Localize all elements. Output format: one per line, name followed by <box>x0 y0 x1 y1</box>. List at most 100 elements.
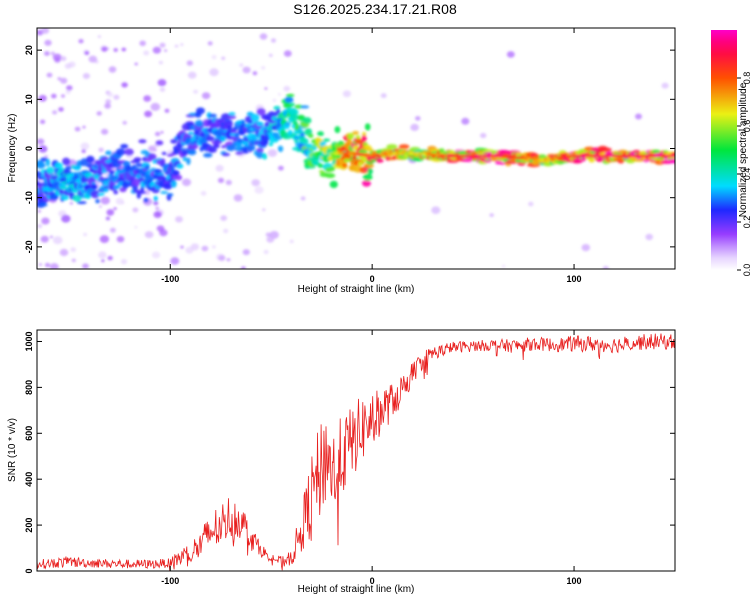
spectrogram-ridge-cell <box>61 195 69 201</box>
spectrogram-speckle <box>431 206 441 214</box>
spectrogram-speckle <box>54 57 61 63</box>
spectrogram-speckle <box>101 128 109 135</box>
snr-y-tick-label: 400 <box>24 472 34 487</box>
spectrogram-y-tick-label: 10 <box>24 94 34 104</box>
spectrogram-speckle <box>44 154 49 158</box>
spectrogram-speckle <box>143 95 152 102</box>
spectrogram-speckle <box>44 39 52 46</box>
spectrogram-speckle <box>61 94 65 98</box>
spectrogram-speckle <box>200 191 207 196</box>
spectrogram-ridge-cell <box>317 131 324 137</box>
spectrogram-ridge-cell <box>160 191 169 194</box>
spectrogram-speckle <box>107 255 113 261</box>
spectrogram-speckle <box>121 47 127 52</box>
spectrogram-ridge-cell <box>103 188 109 193</box>
spectrogram-speckle <box>242 66 251 74</box>
spectrogram-speckle <box>143 50 150 56</box>
spectrogram-speckle <box>50 235 53 239</box>
spectrogram-speckle <box>155 206 159 210</box>
spectrogram-ridge-cell <box>58 188 64 195</box>
spectrogram-ridge-cell <box>92 184 98 190</box>
spectrogram-speckle <box>272 98 277 102</box>
spectrogram-speckle <box>217 177 225 183</box>
spectrogram-ridge-cell <box>263 140 269 145</box>
spectrogram-ridge-cell <box>208 147 217 153</box>
spectrogram-speckle <box>50 51 55 56</box>
spectrogram-ridge-cell <box>226 144 236 152</box>
spectrogram-ridge-cell <box>160 158 166 164</box>
spectrogram-speckle <box>277 93 281 96</box>
spectrogram-speckle <box>215 164 224 172</box>
spectrogram-speckle <box>38 145 48 153</box>
spectrogram-speckle <box>60 56 67 62</box>
spectrogram-ridge-cell <box>105 150 112 155</box>
spectrogram-speckle <box>134 225 138 229</box>
spectrogram-speckle <box>65 89 71 95</box>
spectrogram-speckle <box>174 44 179 48</box>
spectrogram-speckle <box>225 179 232 186</box>
spectrogram-ridge-cell <box>228 112 236 116</box>
spectrogram-speckle <box>107 92 114 98</box>
spectrogram-ridge-cell <box>446 160 459 163</box>
spectrogram-speckle <box>380 93 387 99</box>
spectrogram-ridge-cell <box>115 148 126 156</box>
spectrogram-ridge-cell <box>187 149 197 156</box>
spectrogram-speckle <box>240 266 246 269</box>
spectrogram-speckle <box>37 138 45 145</box>
spectrogram-ridge-cell <box>329 180 338 189</box>
spectrogram-x-tick-label: 0 <box>370 274 375 284</box>
spectrogram-ridge-cell <box>330 166 336 172</box>
spectrogram-speckle <box>211 55 217 60</box>
spectrogram-ridge-cell <box>113 184 121 190</box>
spectrogram-speckle <box>415 116 421 121</box>
spectrogram-speckle <box>80 142 90 150</box>
spectrogram-speckle <box>263 249 269 255</box>
spectrogram-ridge-cell <box>127 177 136 181</box>
spectrogram-ridge-cell <box>247 120 253 124</box>
spectrogram-speckle <box>267 149 278 157</box>
spectrogram-speckle <box>164 108 170 113</box>
snr-y-axis: 0 200 400 600 800 1000 <box>24 331 675 574</box>
spectrogram-speckle <box>98 205 102 208</box>
spectrogram-speckle <box>226 258 231 262</box>
colorbar-gradient <box>711 30 737 270</box>
spectrogram-ridge-cell <box>264 121 271 128</box>
spectrogram-ridge-cell <box>284 98 294 103</box>
spectrogram-speckle <box>233 194 243 202</box>
spectrogram-speckle <box>251 179 260 187</box>
colorbar-label: Normalized spectral amplitude <box>738 82 749 217</box>
spectrogram-ridge-cell <box>86 155 95 164</box>
colorbar-tick-label: 0.4 <box>742 168 750 181</box>
spectrogram-x-tick-label: -100 <box>161 274 179 284</box>
spectrogram-ridge-cell <box>366 147 374 152</box>
spectrogram-ridge-cell <box>235 151 244 155</box>
spectrogram-speckle <box>581 244 591 252</box>
spectrogram-speckle <box>264 87 268 90</box>
spectrogram-ridge-cell <box>175 174 183 181</box>
spectrogram-ridge-cell <box>362 179 371 187</box>
spectrogram-ridge-core <box>669 154 675 158</box>
spectrogram-ridge-cell <box>294 104 304 109</box>
spectrogram-speckle <box>180 43 184 46</box>
spectrogram-speckle <box>99 235 110 244</box>
spectrogram-speckle <box>66 85 73 91</box>
spectrogram-ridge-cell <box>221 113 231 121</box>
spectrogram-ridge-cell <box>364 123 371 131</box>
spectrogram-speckle <box>113 48 118 52</box>
spectrogram-ridge-cell <box>194 119 204 128</box>
spectrogram-speckle <box>108 66 117 73</box>
spectrogram-ridge-cell <box>651 149 661 154</box>
spectrogram-ridge-cell <box>95 199 100 204</box>
spectrogram-speckle <box>105 216 110 221</box>
spectrogram-ridge-cell <box>347 132 355 140</box>
snr-xlabel: Height of straight line (km) <box>298 584 415 595</box>
spectrogram-ridge-cell <box>221 145 227 149</box>
spectrogram-ridge-cell <box>76 201 87 205</box>
spectrogram-speckle <box>122 120 127 125</box>
spectrogram-speckle <box>70 247 77 253</box>
spectrogram-speckle <box>152 251 161 259</box>
spectrogram-ridge-cell <box>124 148 134 156</box>
spectrogram-ridge-cell <box>300 105 310 109</box>
spectrogram-speckle <box>300 196 306 201</box>
colorbar: 0.0 0.2 0.4 0.6 0.8 Normalized spectral ampl… <box>711 30 750 276</box>
